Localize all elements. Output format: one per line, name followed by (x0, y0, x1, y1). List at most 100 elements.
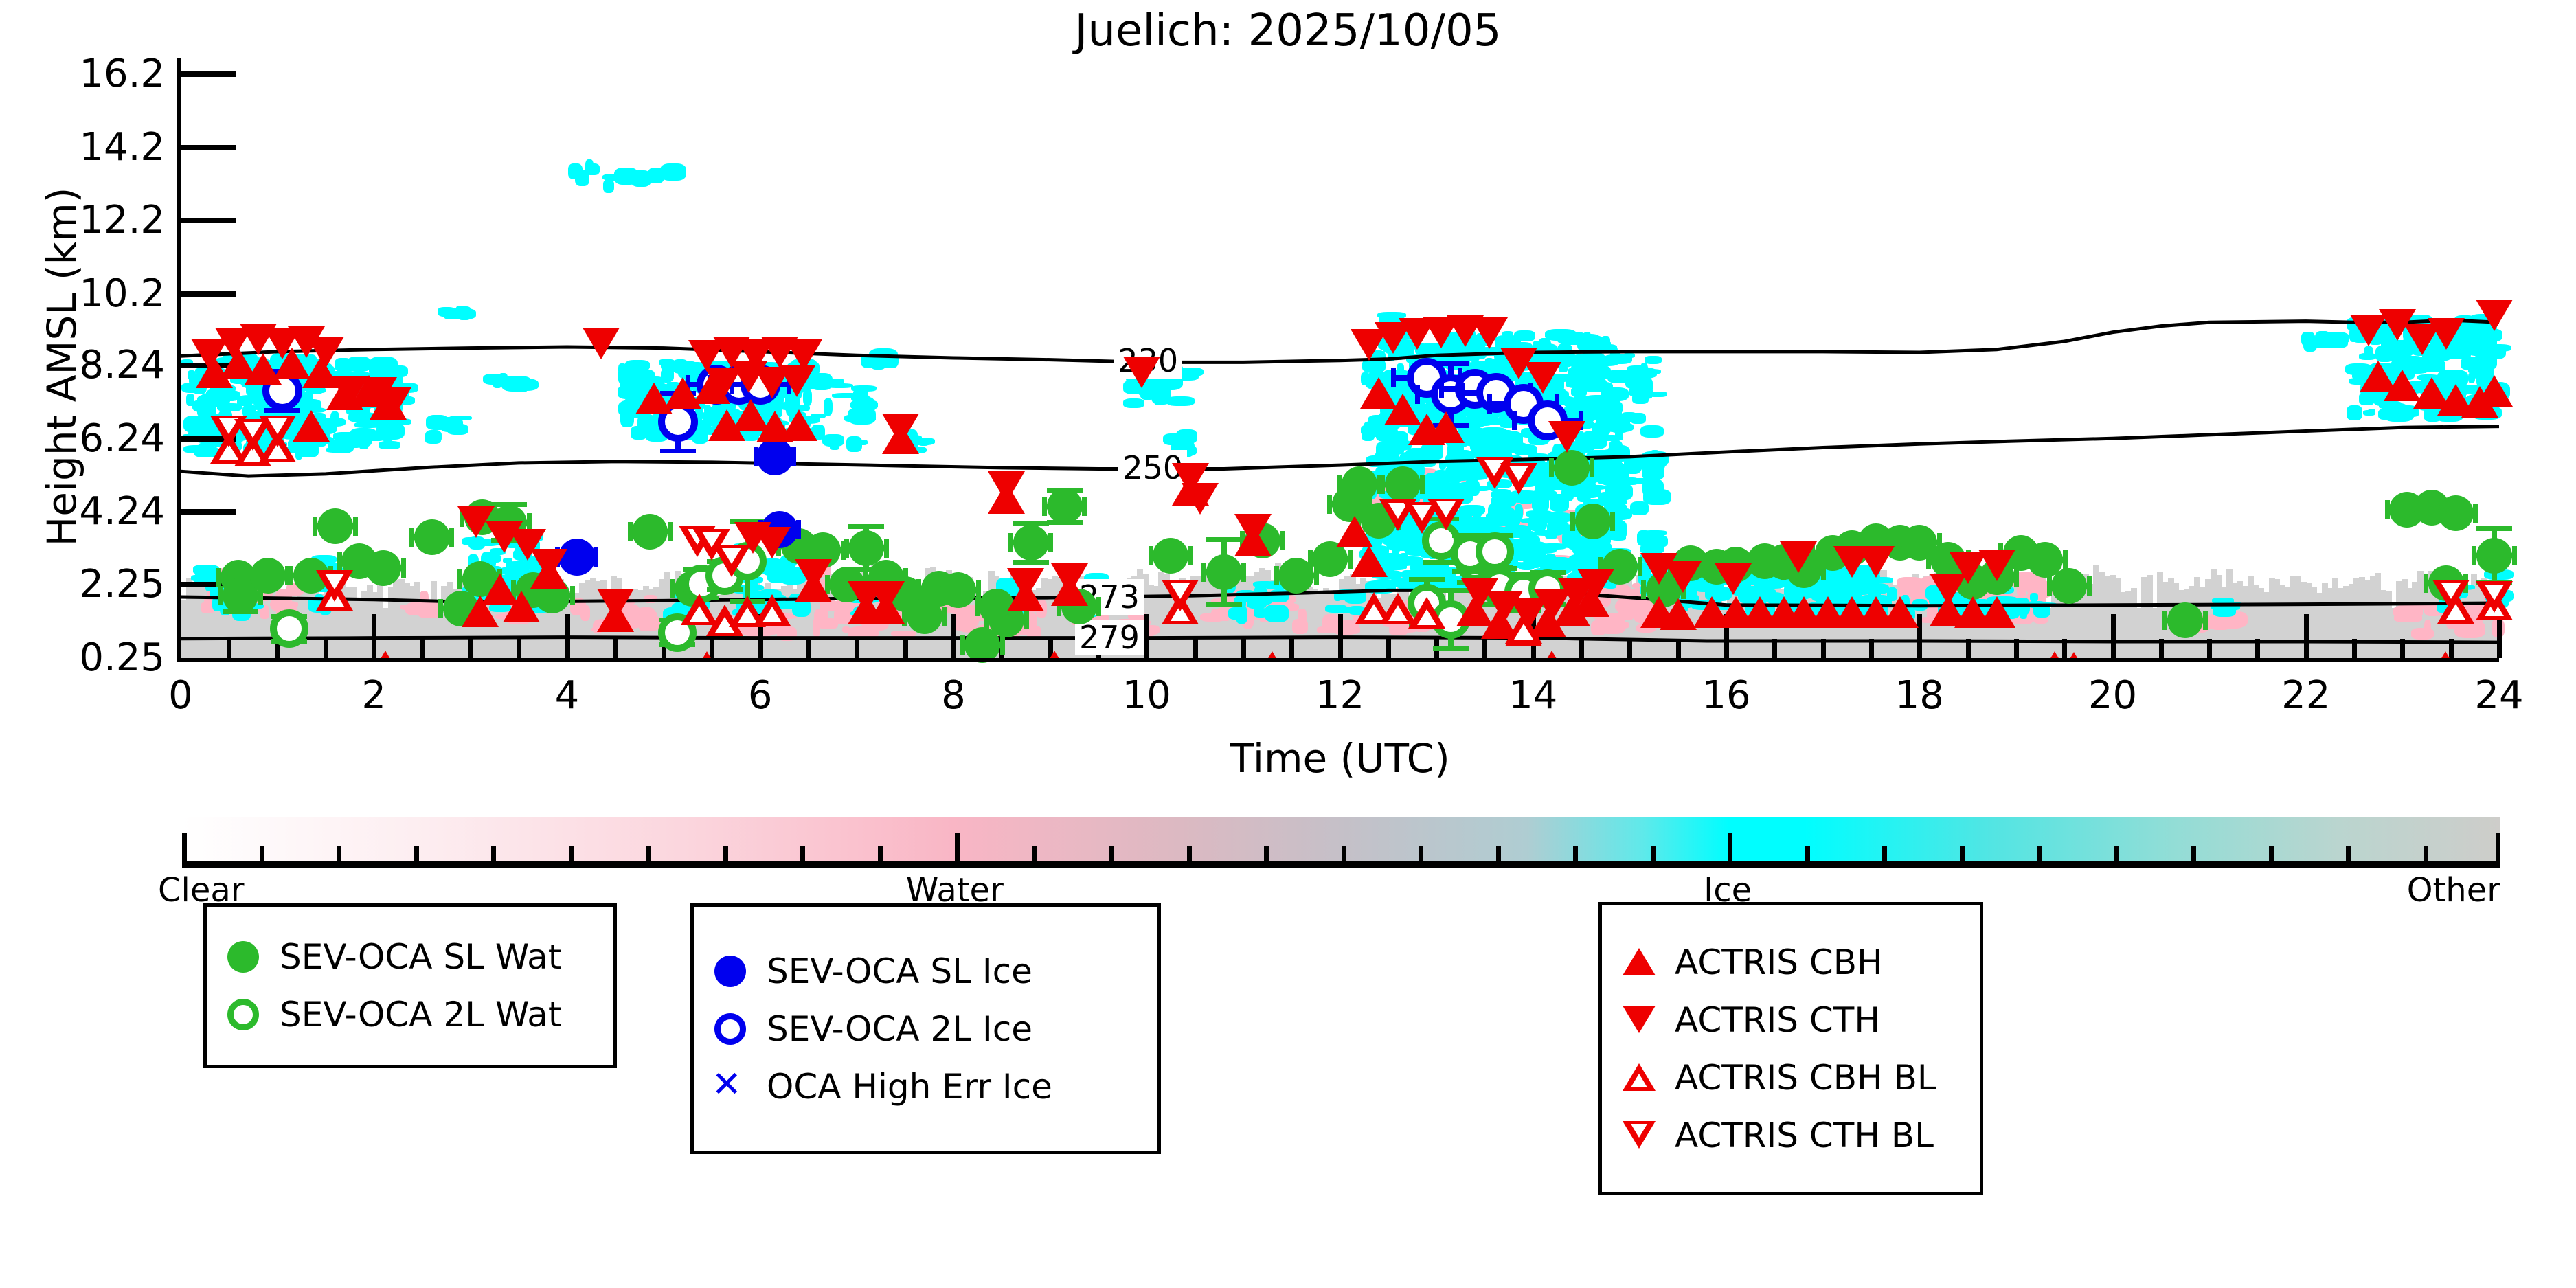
colorbar-tick (1109, 846, 1114, 861)
colorbar-tick (1264, 846, 1269, 861)
cth-triangle (530, 549, 567, 581)
cth-triangle (1050, 563, 1088, 596)
open-circle-marker (1475, 532, 1514, 572)
water-patch (1631, 583, 1641, 589)
errorbar-cap (667, 522, 673, 542)
legend-item: ACTRIS CBH BL (1618, 1058, 1973, 1098)
legend-item: ACTRIS CTH (1618, 1000, 1973, 1040)
legend-item: ACTRIS CTH BL (1618, 1116, 1973, 1155)
x-tick-label: 14 (1509, 673, 1558, 718)
errorbar-cap (1409, 577, 1445, 583)
circle-filled-blue-icon (710, 953, 752, 990)
errorbar-cap (1327, 495, 1333, 515)
cth-triangle (1234, 514, 1272, 546)
cbh-triangle (380, 650, 390, 659)
water-patch (1637, 589, 1645, 602)
cth-triangle (1500, 462, 1537, 495)
water-patch (2404, 603, 2432, 609)
cth-triangle (1471, 317, 1509, 350)
cbh-triangle (780, 409, 817, 441)
filled-circle-marker (1206, 554, 1242, 590)
water-patch (2024, 573, 2047, 580)
filled-circle-marker (249, 558, 286, 594)
filled-circle-marker (1554, 449, 1590, 486)
water-patch (813, 608, 829, 626)
colorbar-tick (1419, 846, 1423, 861)
water-patch (841, 626, 850, 633)
colorbar-tick (491, 846, 496, 861)
water-patch (1200, 612, 1226, 622)
colorbar-tick (2037, 846, 2042, 861)
colorbar-tick (2114, 846, 2119, 861)
colorbar-tick (182, 833, 187, 861)
cth-triangle (1524, 362, 1561, 394)
cth-triangle (1978, 550, 2015, 582)
y-tick-label: 8.24 (79, 343, 165, 388)
cth-triangle (1007, 567, 1045, 600)
water-patch (2017, 582, 2027, 597)
cth-triangle (988, 471, 1026, 504)
water-patch (890, 631, 916, 637)
filled-circle-marker (1013, 525, 1049, 561)
errorbar-cap (1024, 610, 1029, 630)
legend-item-label: ACTRIS CBH BL (1675, 1057, 1936, 1098)
colorbar-tick (2423, 846, 2428, 861)
errorbar-cap (352, 517, 358, 536)
x-tick-label: 16 (1702, 673, 1751, 718)
cth-triangle (374, 387, 412, 419)
errorbar-cap (2086, 576, 2092, 596)
colorbar (182, 817, 2500, 868)
errorbar-cap (1096, 597, 1102, 617)
cth-triangle (1577, 569, 1615, 601)
cth-triangle (2475, 580, 2513, 613)
cth-triangle (1162, 580, 1199, 612)
cbh-triangle (503, 591, 541, 623)
cth-triangle (1857, 546, 1895, 578)
x-tick-label: 12 (1315, 673, 1365, 718)
colorbar-tick (2496, 833, 2500, 861)
y-tick-label: 16.2 (79, 51, 165, 96)
cth-triangle (1780, 541, 1818, 574)
water-patch (2217, 618, 2245, 629)
cth-triangle (2432, 580, 2470, 612)
colorbar-tick (1650, 846, 1656, 861)
water-patch (1911, 594, 1940, 601)
errorbar-cap (2476, 526, 2512, 531)
circle-filled-green-icon (223, 938, 264, 975)
y-axis-spine (177, 58, 181, 662)
errorbar-cap (883, 539, 889, 558)
water-patch (2410, 627, 2434, 640)
legend-item-label: OCA High Err Ice (767, 1066, 1052, 1107)
contour-label: 279 (1075, 619, 1144, 655)
errorbar-cap (2062, 550, 2068, 570)
colorbar-tick (259, 846, 264, 861)
cth-triangle (1548, 420, 1585, 453)
cbh-triangle (1427, 411, 1465, 444)
colorbar-tick (2346, 846, 2351, 861)
colorbar-tick (414, 846, 419, 861)
water-patch (1513, 501, 1535, 509)
tri-up-open-red-icon (1618, 1059, 1660, 1096)
tri-down-filled-red-icon (1618, 1002, 1660, 1039)
y-tick-label: 4.24 (79, 489, 165, 534)
errorbar-cap (1008, 533, 1013, 553)
x-tick-label: 20 (2088, 673, 2138, 718)
cbh-triangle (1350, 545, 1388, 577)
x-tick-label: 18 (1895, 673, 1944, 718)
colorbar-tick (877, 846, 883, 861)
water-patch (201, 601, 216, 613)
errorbar-cap (1439, 379, 1445, 399)
x-axis-spine (177, 658, 2499, 662)
x-tick-label: 8 (941, 673, 966, 718)
errorbar-cap (942, 606, 947, 626)
legend-item: ACTRIS CBH (1618, 942, 1973, 982)
y-tick-label: 10.2 (79, 271, 165, 316)
x-tick-label: 4 (554, 673, 580, 718)
circle-open-blue-icon (710, 1010, 752, 1048)
errorbar-cap (245, 566, 251, 586)
water-patch (1599, 618, 1626, 634)
legend-item-label: ACTRIS CBH (1675, 942, 1883, 982)
cbh-triangle (1504, 611, 1542, 644)
